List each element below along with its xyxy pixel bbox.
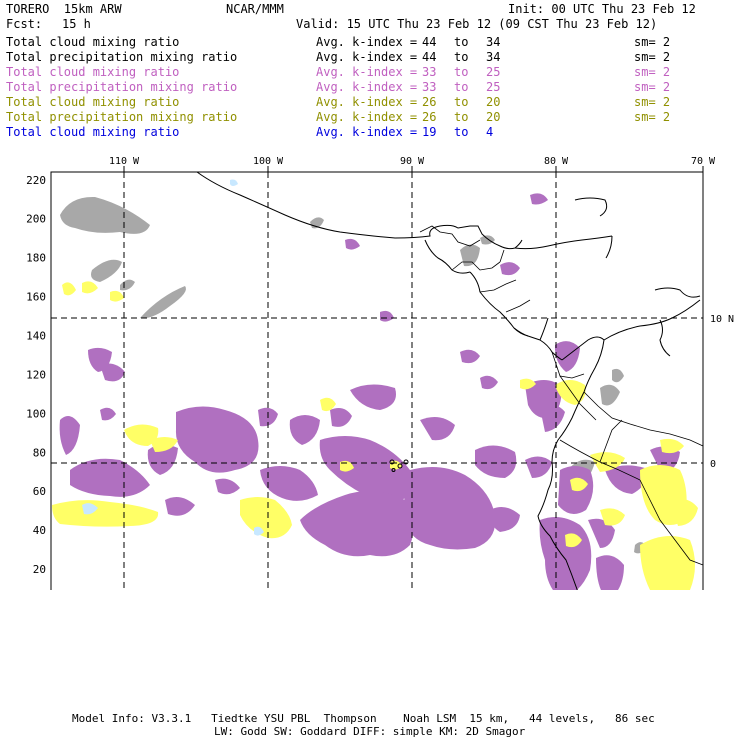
legend-from-value: 33	[422, 65, 437, 79]
init-time: Init: 00 UTC Thu 23 Feb 12	[508, 2, 696, 16]
legend-from-value: 19	[422, 125, 437, 139]
physics-info-line: LW: Godd SW: Goddard DIFF: simple KM: 2D…	[214, 725, 526, 738]
legend-to-value: 25	[486, 80, 501, 94]
legend-to-label: to	[454, 35, 469, 49]
lon-label: 70 W	[691, 156, 716, 167]
legend-to-value: 20	[486, 95, 501, 109]
y-tick-label: 60	[33, 485, 46, 498]
legend-field-name: Total cloud mixing ratio	[6, 125, 180, 139]
legend-to-label: to	[454, 125, 469, 139]
lon-label: 100 W	[253, 156, 284, 167]
legend-avg-label: Avg. k-index =	[316, 65, 418, 79]
legend-smoothing: sm= 2	[634, 35, 671, 49]
y-tick-label: 160	[26, 291, 46, 304]
lon-label: 80 W	[544, 156, 569, 167]
lat-label: 10 N	[710, 314, 734, 325]
legend-avg-label: Avg. k-index =	[316, 50, 418, 64]
cloud-purple-areas	[59, 193, 680, 590]
legend-smoothing: sm= 2	[634, 80, 671, 94]
legend-from-value: 44	[422, 50, 437, 64]
top-ticks	[123, 166, 704, 172]
cloud-lightblue-areas	[82, 179, 264, 536]
legend-to-label: to	[454, 80, 469, 94]
legend-avg-label: Avg. k-index =	[316, 35, 418, 49]
lon-label: 110 W	[109, 156, 140, 167]
legend-field-name: Total cloud mixing ratio	[6, 65, 180, 79]
country-borders	[419, 225, 704, 566]
forecast-label: Fcst:	[6, 17, 43, 31]
legend-to-label: to	[454, 95, 469, 109]
legend-from-value: 26	[422, 95, 437, 109]
forecast-hour: 15 h	[62, 17, 91, 31]
legend-field-name: Total precipitation mixing ratio	[6, 80, 238, 94]
legend-field-name: Total cloud mixing ratio	[6, 95, 180, 109]
legend-avg-label: Avg. k-index =	[316, 95, 418, 109]
legend-avg-label: Avg. k-index =	[316, 80, 418, 94]
coastlines	[196, 171, 701, 590]
legend-smoothing: sm= 2	[634, 65, 671, 79]
y-tick-label: 40	[33, 524, 46, 537]
center-name: NCAR/MMM	[226, 2, 284, 16]
legend-from-value: 33	[422, 80, 437, 94]
legend-field-name: Total cloud mixing ratio	[6, 35, 180, 49]
map-frame	[50, 171, 704, 590]
y-tick-label: 100	[26, 407, 46, 420]
valid-time: Valid: 15 UTC Thu 23 Feb 12 (09 CST Thu …	[296, 17, 658, 31]
legend-to-label: to	[454, 50, 469, 64]
legend-field-name: Total precipitation mixing ratio	[6, 50, 238, 64]
legend-from-value: 26	[422, 110, 437, 124]
legend-to-value: 34	[486, 50, 501, 64]
legend-smoothing: sm= 2	[634, 50, 671, 64]
lat-label: 0	[710, 459, 716, 470]
model-info-line: Model Info: V3.3.1 Tiedtke YSU PBL Thomp…	[72, 712, 655, 725]
y-tick-label: 80	[33, 446, 46, 459]
precip-yellow-areas	[52, 281, 698, 590]
legend-smoothing: sm= 2	[634, 110, 671, 124]
legend-to-value: 20	[486, 110, 501, 124]
legend-avg-label: Avg. k-index =	[316, 110, 418, 124]
model-name: TORERO 15km ARW	[6, 2, 122, 16]
legend-to-label: to	[454, 65, 469, 79]
legend-to-value: 25	[486, 65, 501, 79]
legend-avg-label: Avg. k-index =	[316, 125, 418, 139]
legend-to-value: 4	[486, 125, 494, 139]
lat-lon-grid	[51, 172, 703, 590]
cloud-precip-shading	[52, 179, 698, 590]
y-tick-label: 120	[26, 368, 46, 381]
y-tick-label: 20	[33, 563, 46, 576]
legend-from-value: 44	[422, 35, 437, 49]
y-tick-label: 220	[26, 174, 46, 187]
y-tick-label: 200	[26, 213, 46, 226]
legend-smoothing: sm= 2	[634, 95, 671, 109]
y-tick-label: 140	[26, 330, 46, 343]
lon-label: 90 W	[400, 156, 425, 167]
legend-to-value: 34	[486, 35, 501, 49]
y-tick-label: 180	[26, 252, 46, 265]
legend-field-name: Total precipitation mixing ratio	[6, 110, 238, 124]
legend-to-label: to	[454, 110, 469, 124]
